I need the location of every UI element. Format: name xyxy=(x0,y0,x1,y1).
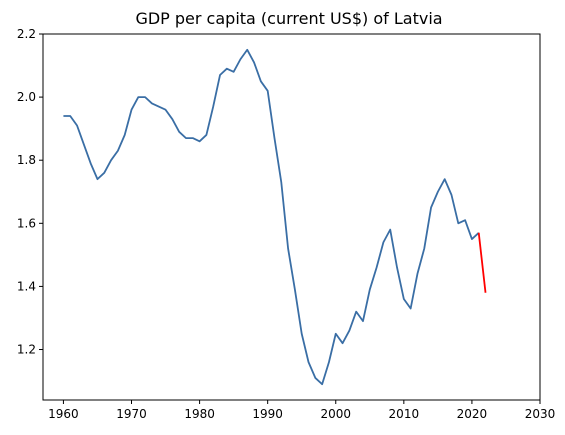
x-tick-label: 2030 xyxy=(525,407,556,421)
series-line-1 xyxy=(477,232,487,293)
x-axis: 1960 1970 1980 1990 2000 2010 2020 2030 xyxy=(48,400,555,421)
y-tick-label: 2.2 xyxy=(17,27,36,41)
x-tick-label: 1960 xyxy=(48,407,79,421)
x-tick-label: 1990 xyxy=(252,407,283,421)
y-tick-label: 1.6 xyxy=(17,216,36,230)
series-line-0 xyxy=(63,48,480,386)
x-tick-label: 2020 xyxy=(457,407,488,421)
axes-frame xyxy=(42,33,541,401)
y-tick-label: 1.8 xyxy=(17,153,36,167)
plot-area xyxy=(63,48,487,386)
y-tick-label: 2.0 xyxy=(17,90,36,104)
x-tick-label: 1970 xyxy=(116,407,147,421)
chart-title: GDP per capita (current US$) of Latvia xyxy=(135,9,442,28)
x-tick-label: 2000 xyxy=(320,407,351,421)
x-tick-label: 2010 xyxy=(389,407,420,421)
y-tick-label: 1.2 xyxy=(17,343,36,357)
y-tick-label: 1.4 xyxy=(17,279,36,293)
y-axis: 1.2 1.4 1.6 1.8 2.0 2.2 xyxy=(17,27,43,357)
x-tick-label: 1980 xyxy=(184,407,215,421)
